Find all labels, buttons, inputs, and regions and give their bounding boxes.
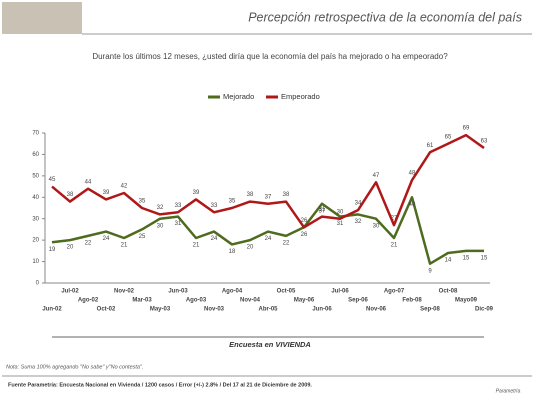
legend-label: Empeorado [281,92,320,101]
data-label: 38 [283,192,290,198]
annotation: Encuesta en VIVIENDA [229,340,311,349]
y-tick-label: 50 [32,173,39,179]
data-label: 31 [319,207,326,213]
x-tick-label: Sep-08 [420,307,440,313]
x-tick-label: Ago-03 [186,298,207,304]
y-tick-label: 0 [36,281,40,287]
data-label: 14 [445,258,452,264]
x-tick-label: Oct-05 [277,289,296,295]
data-label: 63 [481,139,488,145]
data-label: 35 [229,199,236,205]
x-tick-label: Jun-03 [168,289,188,295]
x-tick-label: Ago-04 [222,289,243,295]
x-tick-label: Mar-03 [132,298,152,304]
data-label: 34 [355,201,362,207]
data-label: 22 [283,240,290,246]
data-label: 38 [247,192,254,198]
x-tick-label: May-03 [150,307,171,313]
x-tick-label: Nov-06 [366,307,387,313]
data-label: 15 [463,255,470,261]
data-label: 44 [85,179,92,185]
header-image [2,2,82,34]
y-tick-label: 70 [32,131,39,137]
data-label: 33 [175,203,182,209]
subtitle: Durante los últimos 12 meses, ¿usted dir… [92,52,448,61]
legend-label: Mejorado [223,92,254,101]
y-tick-label: 20 [32,238,39,244]
y-tick-label: 10 [32,259,39,265]
data-label: 39 [103,190,110,196]
line [51,133,485,229]
data-label: 19 [49,247,56,253]
x-tick-label: Sep-06 [348,298,368,304]
y-tick-label: 40 [32,195,39,201]
data-label: 20 [247,245,254,251]
data-label: 69 [463,126,470,132]
data-label: 21 [193,243,200,249]
data-label: 37 [319,208,326,214]
data-label: 26 [301,218,308,224]
x-tick-label: Nov-02 [114,289,135,295]
data-label: 9 [428,268,432,274]
x-tick-label: Jul-06 [331,289,349,295]
x-tick-label: Nov-03 [204,307,225,313]
data-label: 32 [157,205,164,211]
x-tick-label: Oct-08 [439,289,458,295]
data-label: 30 [157,223,164,229]
line [51,196,484,265]
data-label: 40 [409,202,416,208]
data-label: 25 [139,234,146,240]
data-label: 37 [265,194,272,200]
y-tick-label: 30 [32,216,39,222]
note: Nota: Suma 100% agregando "No sabe" y"No… [6,364,143,370]
data-label: 30 [373,223,380,229]
data-label: 24 [103,236,110,242]
data-label: 33 [211,203,218,209]
data-label: 20 [67,245,74,251]
data-label: 15 [481,255,488,261]
x-tick-label: Jun-06 [312,307,332,313]
data-label: 22 [85,240,92,246]
data-label: 32 [355,219,362,225]
data-label: 21 [391,243,398,249]
data-label: 24 [265,236,272,242]
data-label: 42 [121,184,128,190]
data-label: 26 [301,232,308,238]
data-label: 31 [337,221,344,227]
x-tick-label: Oct-02 [97,307,116,313]
data-label: 39 [193,190,200,196]
x-tick-label: Mayo09 [455,298,478,304]
data-label: 47 [373,173,380,179]
source: Fuente Parametría: Encuesta Nacional en … [8,382,312,388]
brand: Parametría [496,388,521,394]
x-tick-label: Ago-02 [78,298,99,304]
data-label: 31 [175,221,182,227]
x-tick-label: Feb-08 [402,298,422,304]
y-tick-label: 60 [32,152,39,158]
x-tick-label: Nov-04 [240,298,261,304]
x-tick-label: Jul-02 [61,289,79,295]
data-label: 61 [427,143,434,149]
data-label: 65 [445,134,452,140]
data-label: 21 [121,243,128,249]
data-label: 48 [409,171,416,177]
data-label: 18 [229,249,236,255]
data-label: 27 [391,216,398,222]
data-label: 35 [139,199,146,205]
chart-title: Percepción retrospectiva de la economía … [248,10,522,24]
legend: Mejorado Empeorado [208,92,320,101]
x-tick-label: Jun-02 [42,307,62,313]
x-tick-label: Ago-07 [384,289,405,295]
data-label: 30 [337,209,344,215]
data-label: 24 [211,236,218,242]
data-label: 45 [49,177,56,183]
x-tick-label: Abr-05 [258,307,278,313]
data-label: 38 [67,192,74,198]
x-tick-label: Dic-09 [475,307,494,313]
x-tick-label: May-06 [294,298,315,304]
